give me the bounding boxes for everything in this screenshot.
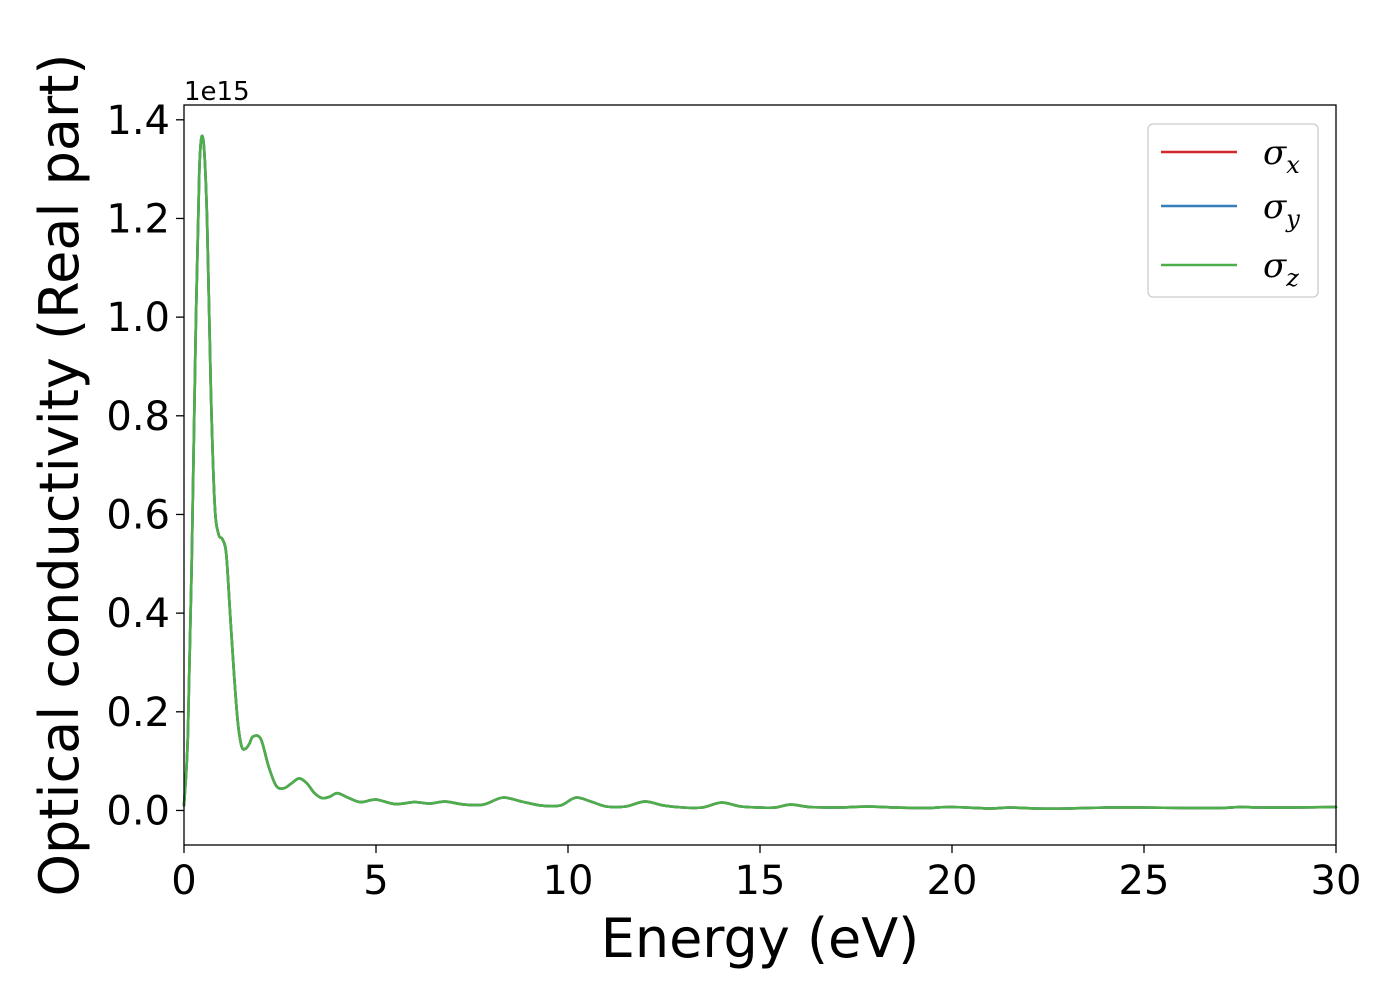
x-tick-label: 0 — [171, 858, 196, 904]
y-tick-label: 0.2 — [106, 690, 170, 736]
y-offset-label: 1e15 — [184, 77, 250, 107]
y-tick-label: 1.4 — [106, 98, 170, 144]
y-tick-label: 0.6 — [106, 492, 170, 538]
x-axis-label: Energy (eV) — [601, 907, 920, 970]
y-tick-label: 0.0 — [106, 788, 170, 834]
legend-label: σx — [1263, 133, 1300, 179]
x-tick-label: 25 — [1119, 858, 1170, 904]
y-tick-label: 0.8 — [106, 394, 170, 440]
x-axis: 0 5 10 15 20 25 30 — [171, 845, 1361, 904]
y-tick-label: 0.4 — [106, 591, 170, 637]
legend: σx σy σz — [1147, 123, 1319, 298]
legend-items: σx σy σz — [1161, 133, 1300, 292]
x-tick-label: 20 — [927, 858, 978, 904]
legend-label: σz — [1263, 246, 1299, 292]
x-tick-label: 5 — [363, 858, 388, 904]
x-tick-label: 10 — [543, 858, 594, 904]
legend-label: σy — [1263, 187, 1300, 233]
series-line-σz — [182, 134, 1338, 810]
series-layer — [182, 134, 1338, 810]
legend-frame — [1147, 123, 1319, 298]
y-tick-label: 1.0 — [106, 295, 170, 341]
y-axis-label: Optical conductivity (Real part) — [28, 54, 91, 897]
y-tick-label: 1.2 — [106, 196, 170, 242]
x-tick-label: 30 — [1311, 858, 1362, 904]
x-tick-label: 15 — [735, 858, 786, 904]
y-axis: 0.0 0.2 0.4 0.6 0.8 1.0 1.2 1.4 — [106, 98, 184, 834]
